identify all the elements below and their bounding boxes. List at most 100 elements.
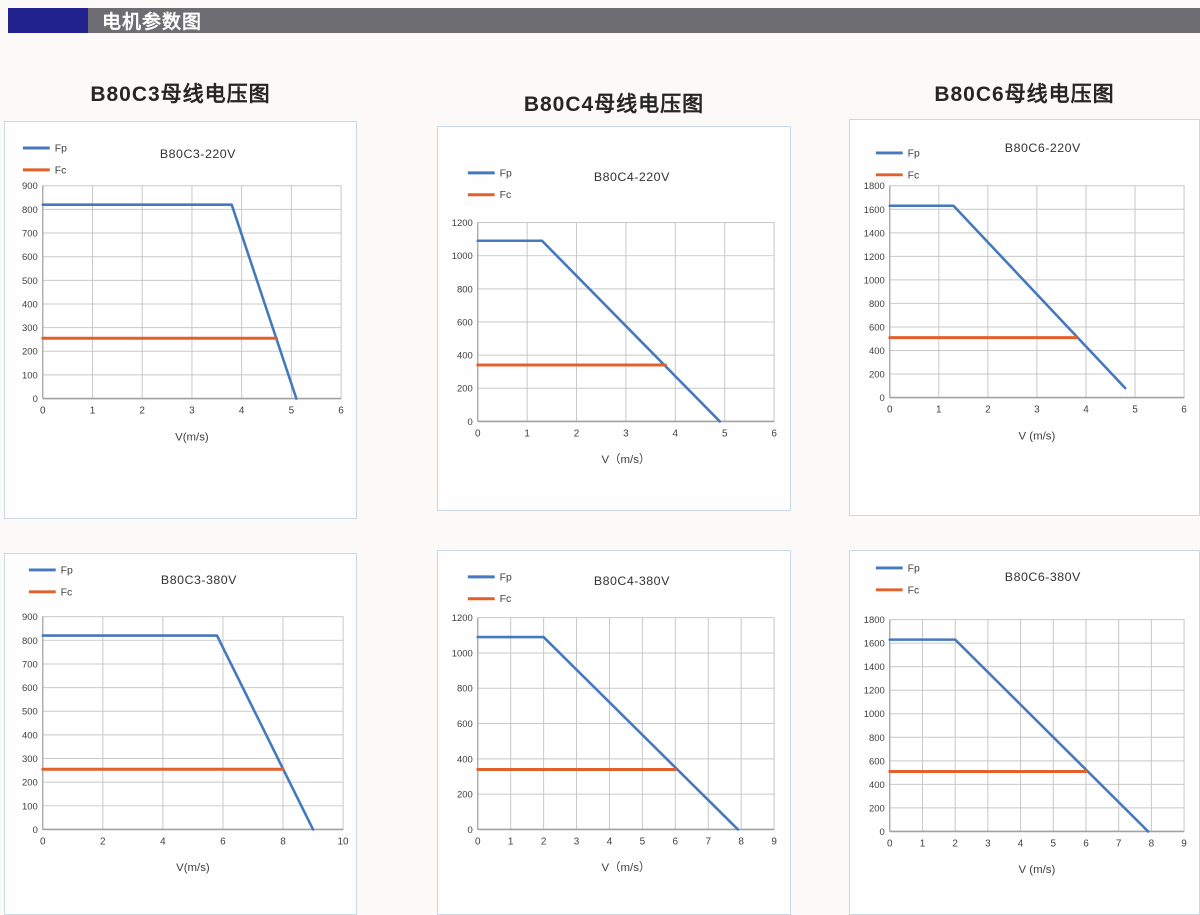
x-axis-label: V(m/s) — [175, 431, 209, 443]
y-tick-label: 200 — [869, 803, 885, 814]
x-tick-label: 8 — [738, 836, 744, 847]
x-tick-label: 2 — [100, 836, 106, 847]
y-tick-label: 0 — [33, 825, 38, 836]
chart-b80c3-380v: 0 100 200 300 400 500 600 700 800 900 0 2 4 6 8 10 V(m/s… — [22, 565, 349, 874]
y-tick-label: 200 — [869, 369, 885, 380]
x-tick-label: 5 — [640, 836, 646, 847]
x-tick-label: 2 — [541, 836, 547, 847]
x-tick-label: 4 — [160, 836, 166, 847]
y-tick-label: 1000 — [864, 275, 885, 286]
series-fp-line — [41, 634, 315, 831]
x-tick-label: 4 — [239, 405, 245, 416]
x-tick-label: 1 — [508, 836, 514, 847]
legend-fp-label: Fp — [908, 563, 920, 574]
chart-card-b80c3-380v: 0 100 200 300 400 500 600 700 800 900 0 2 4 6 8 10 V(m/s… — [4, 553, 357, 915]
y-tick-label: 100 — [22, 370, 38, 381]
chart-title: B80C6-380V — [1005, 570, 1081, 584]
y-tick-label: 500 — [22, 707, 38, 718]
x-tick-label: 6 — [771, 428, 777, 439]
series-fp-line — [476, 239, 722, 423]
group-title-b80c3: B80C3母线电压图 — [90, 83, 271, 106]
chart-card-b80c6-380v: 0 200 400 600 800 1000 1200 1400 1600 1800 0 1 2 3 4 5 6… — [849, 550, 1200, 915]
y-tick-label: 400 — [869, 780, 885, 791]
y-tick-label: 900 — [22, 181, 38, 192]
y-tick-label: 800 — [22, 205, 38, 216]
y-tick-label: 600 — [22, 683, 38, 694]
chart-title: B80C3-220V — [160, 147, 236, 161]
chart-title: B80C4-380V — [594, 574, 670, 588]
x-tick-label: 2 — [985, 404, 991, 415]
x-tick-label: 0 — [475, 428, 481, 439]
y-tick-label: 1800 — [864, 181, 885, 192]
y-tick-label: 0 — [880, 827, 885, 838]
x-tick-label: 2 — [139, 405, 145, 416]
x-tick-label: 6 — [338, 405, 344, 416]
x-tick-label: 3 — [623, 428, 629, 439]
y-tick-label: 600 — [457, 719, 473, 730]
x-tick-label: 5 — [722, 428, 728, 439]
x-tick-label: 2 — [952, 838, 958, 849]
x-tick-label: 0 — [40, 836, 46, 847]
x-tick-label: 1 — [920, 838, 926, 849]
y-tick-label: 800 — [869, 733, 885, 744]
x-tick-label: 3 — [985, 838, 991, 849]
group-title-b80c6: B80C6母线电压图 — [934, 83, 1115, 106]
series-fp-line — [41, 203, 298, 400]
x-tick-label: 4 — [673, 428, 679, 439]
x-tick-label: 4 — [607, 836, 613, 847]
x-axis-label: V（m/s） — [601, 453, 650, 466]
x-tick-label: 3 — [1034, 404, 1040, 415]
header-accent-block — [8, 8, 88, 33]
x-tick-label: 3 — [189, 405, 195, 416]
legend-fp-label: Fp — [61, 565, 73, 576]
chart-title: B80C3-380V — [161, 573, 237, 587]
x-tick-label: 9 — [1181, 838, 1187, 849]
x-tick-label: 4 — [1018, 838, 1024, 849]
y-tick-label: 200 — [22, 778, 38, 789]
x-tick-label: 7 — [705, 836, 711, 847]
y-tick-label: 0 — [880, 393, 885, 404]
x-tick-label: 0 — [475, 836, 481, 847]
x-tick-label: 2 — [574, 428, 580, 439]
y-tick-label: 0 — [468, 417, 473, 428]
x-tick-label: 5 — [289, 405, 295, 416]
y-tick-label: 400 — [869, 346, 885, 357]
x-tick-label: 6 — [1083, 838, 1089, 849]
y-tick-label: 600 — [869, 756, 885, 767]
y-tick-label: 1000 — [864, 709, 885, 720]
legend-fc-label: Fc — [908, 585, 920, 596]
y-tick-label: 500 — [22, 276, 38, 287]
y-tick-label: 1000 — [452, 251, 473, 262]
chart-b80c4-380v: 0 200 400 600 800 1000 1200 0 1 2 3 4 5 6 7 8 9 V（m/s） B80… — [452, 572, 778, 874]
y-tick-label: 400 — [22, 299, 38, 310]
y-tick-label: 1200 — [452, 218, 473, 229]
y-tick-label: 300 — [22, 323, 38, 334]
plot-area — [889, 619, 1185, 832]
x-tick-label: 8 — [1149, 838, 1155, 849]
x-tick-label: 7 — [1116, 838, 1122, 849]
x-tick-label: 5 — [1132, 404, 1138, 415]
y-tick-label: 300 — [22, 754, 38, 765]
y-tick-label: 200 — [457, 790, 473, 801]
y-tick-label: 600 — [457, 317, 473, 328]
x-tick-label: 0 — [40, 405, 46, 416]
header-bar: 电机参数图 — [88, 8, 1200, 33]
y-tick-label: 800 — [457, 284, 473, 295]
chart-title: B80C4-220V — [594, 170, 670, 184]
y-tick-label: 1200 — [864, 252, 885, 263]
chart-b80c6-380v: 0 200 400 600 800 1000 1200 1400 1600 1800 0 1 2 3 4 5 6… — [864, 563, 1188, 876]
y-tick-label: 1400 — [864, 662, 885, 673]
y-tick-label: 1000 — [452, 648, 473, 659]
y-tick-label: 1600 — [864, 205, 885, 216]
x-tick-label: 4 — [1083, 404, 1089, 415]
x-tick-label: 1 — [524, 428, 530, 439]
x-tick-label: 6 — [1181, 404, 1187, 415]
page-title: 电机参数图 — [102, 12, 203, 33]
series-fp-line — [888, 204, 1127, 390]
chart-b80c6-220v: 0 200 400 600 800 1000 1200 1400 1600 1800 0 1 2 3 4 5 6… — [864, 141, 1188, 442]
y-tick-label: 700 — [22, 229, 38, 240]
y-tick-label: 900 — [22, 612, 38, 623]
x-tick-label: 1 — [90, 405, 96, 416]
legend-fc-label: Fc — [55, 165, 67, 176]
